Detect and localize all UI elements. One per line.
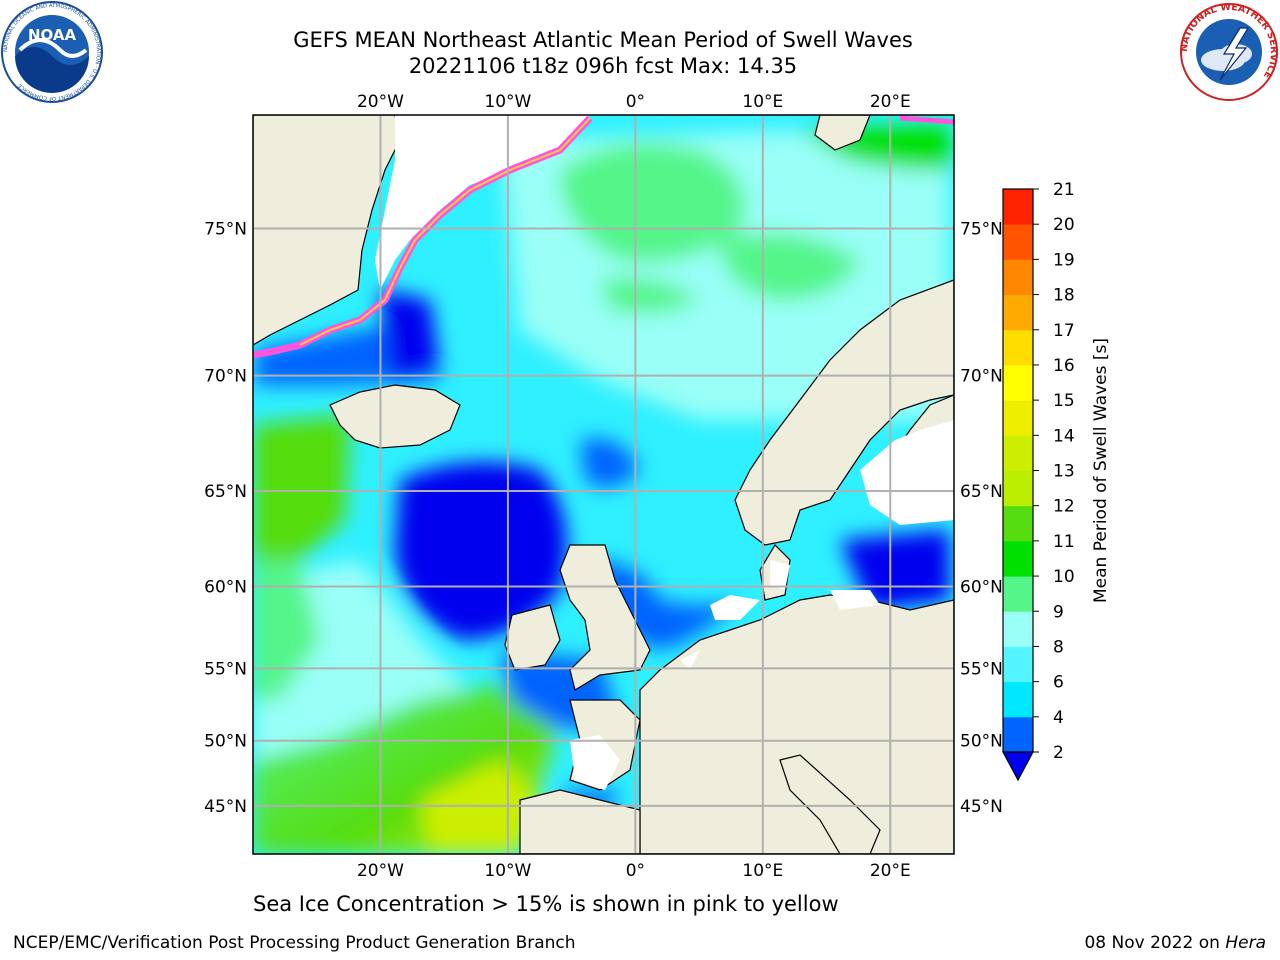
colorbar-segment: [1003, 716, 1033, 753]
colorbar-segment: [1003, 470, 1033, 507]
map-frame: [252, 114, 955, 855]
colorbar-segment: [1003, 364, 1033, 401]
colorbar-label: Mean Period of Swell Waves [s]: [1091, 338, 1111, 603]
lat-tick-label-right: 55°N: [960, 659, 1003, 679]
colorbar-segment: [1003, 681, 1033, 718]
colorbar-tick-label: 12: [1053, 497, 1075, 517]
footer-date: 08 Nov 2022 on Hera: [1084, 931, 1266, 955]
colorbar-tick-label: 19: [1053, 250, 1075, 270]
colorbar-segment: [1003, 611, 1033, 647]
lat-tick-label-right: 70°N: [960, 367, 1003, 387]
colorbar-segment: [1003, 224, 1033, 260]
colorbar-segment: [1003, 259, 1033, 296]
lat-tick-label-left: 65°N: [204, 482, 247, 502]
noaa-logo-text: NOAA: [28, 26, 77, 44]
noaa-logo: NOAA NATIONAL OCEANIC AND ATMOSPHERIC AD…: [1, 1, 103, 103]
lat-tick-label-right: 50°N: [960, 732, 1003, 752]
colorbar-tick-label: 15: [1053, 391, 1075, 411]
colorbar-tick-label: 4: [1053, 708, 1064, 728]
footer-host: Hera: [1225, 933, 1266, 953]
lat-tick-label-right: 75°N: [960, 219, 1003, 239]
lon-tick-label-bottom: 10°E: [742, 861, 783, 881]
colorbar-segment: [1003, 576, 1033, 612]
footer-credit: NCEP/EMC/Verification Post Processing Pr…: [13, 933, 576, 953]
colorbar-segment: [1003, 435, 1033, 471]
colorbar-segment: [1003, 294, 1033, 331]
lat-tick-label-left: 50°N: [204, 732, 247, 752]
colorbar-tick-label: 20: [1053, 215, 1075, 235]
lon-tick-label-bottom: 20°W: [357, 861, 404, 881]
lat-tick-label-left: 75°N: [204, 219, 247, 239]
colorbar-tick-label: 16: [1053, 356, 1075, 376]
lon-tick-label-top: 20°E: [870, 92, 911, 112]
colorbar-segment: [1003, 400, 1033, 436]
map-title: GEFS MEAN Northeast Atlantic Mean Period…: [293, 28, 913, 52]
lat-tick-label-right: 60°N: [960, 577, 1003, 597]
lon-tick-label-bottom: 20°E: [870, 861, 911, 881]
lat-tick-label-left: 60°N: [204, 577, 247, 597]
sea-ice-inner: [299, 117, 591, 346]
colorbar-tick-label: 13: [1053, 462, 1075, 482]
colorbar-tick-label: 21: [1053, 180, 1075, 200]
lat-tick-label-left: 45°N: [204, 797, 247, 817]
lat-tick-label-right: 65°N: [960, 482, 1003, 502]
lon-tick-label-bottom: 0°: [626, 861, 645, 881]
lon-tick-label-top: 20°W: [357, 92, 404, 112]
colorbar-segment: [1003, 646, 1033, 683]
lon-tick-label-top: 10°W: [484, 92, 531, 112]
axis-tick-labels: 20°W 20°W 10°W 10°W 0° 0° 10°E 10°E 20°E 20°E 45°N…: [204, 92, 1003, 881]
footer-date-text: 08 Nov 2022 on: [1084, 933, 1220, 953]
sea-ice-edge-east: [899, 115, 954, 125]
graticule: [253, 115, 954, 854]
lon-tick-label-top: 10°E: [742, 92, 783, 112]
colorbar-tick-label: 11: [1053, 532, 1075, 552]
colorbar-tick-label: 6: [1053, 673, 1064, 693]
colorbar-segment: [1003, 505, 1033, 542]
colorbar-tick-label: 8: [1053, 637, 1064, 657]
colorbar-tick-label: 10: [1053, 567, 1075, 587]
colorbar-tick-label: 2: [1053, 743, 1064, 763]
colorbar-extend-triangle: [1001, 751, 1035, 782]
colorbar-tick-label: 9: [1053, 602, 1064, 622]
colorbar-segment: [1003, 540, 1033, 577]
colorbar-tick-label: 18: [1053, 286, 1075, 306]
lon-tick-label-top: 0°: [626, 92, 645, 112]
colorbar-segment: [1003, 329, 1033, 366]
lat-tick-label-left: 55°N: [204, 659, 247, 679]
map-field: [253, 115, 954, 854]
colorbar-segment: [1003, 189, 1033, 225]
colorbar: 2 4 6 8 9 10 11 12 13 14 15 16 17 18 19 20 21 Mean Period…: [1001, 180, 1111, 782]
colorbar-tick-label: 17: [1053, 321, 1075, 341]
colorbar-tick-label: 14: [1053, 426, 1075, 446]
map-subtitle: 20221106 t18z 096h fcst Max: 14.35: [408, 54, 798, 78]
lat-tick-label-left: 70°N: [204, 367, 247, 387]
nws-logo: NATIONAL WEATHER SERVICE: [1179, 2, 1279, 101]
lat-tick-label-right: 45°N: [960, 797, 1003, 817]
lon-tick-label-bottom: 10°W: [484, 861, 531, 881]
sea-ice-caption: Sea Ice Concentration > 15% is shown in …: [253, 892, 839, 916]
